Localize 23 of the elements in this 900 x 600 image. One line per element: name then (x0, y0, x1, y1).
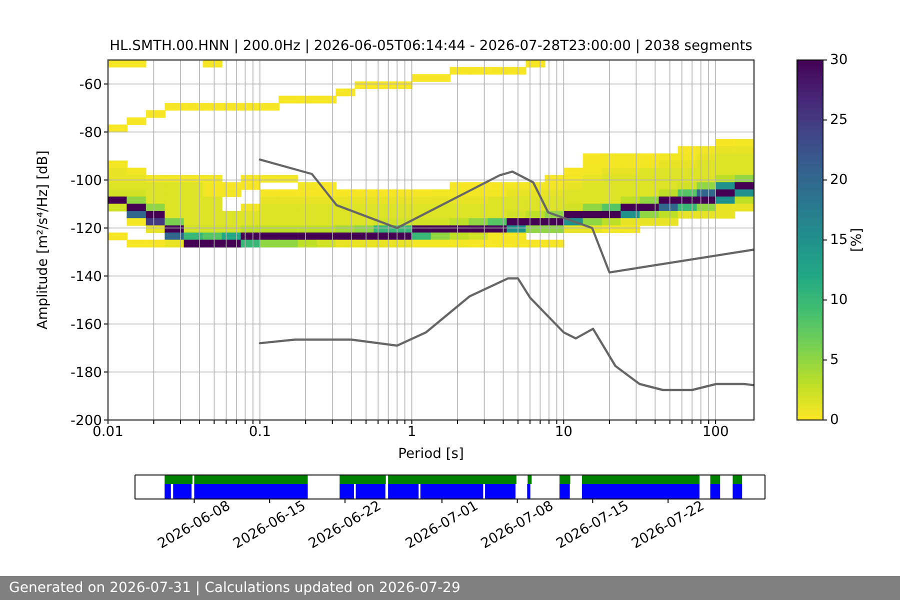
color-bar-label: 20 (830, 172, 848, 188)
y-tick-label: -120 (70, 220, 102, 237)
color-bar-label: 0 (830, 412, 839, 428)
color-bar-label: 10 (830, 292, 848, 308)
color-bar-title: [%] (849, 228, 865, 252)
x-tick-label: 1 (407, 424, 416, 440)
y-tick-label: -60 (79, 76, 102, 93)
y-tick-label: -160 (70, 316, 102, 333)
y-tick-label: -140 (70, 268, 102, 285)
color-bar-label: 15 (830, 232, 848, 248)
y-tick-label: -180 (70, 364, 102, 381)
x-tick-label: 10 (554, 424, 573, 440)
x-tick-label: 0.1 (248, 424, 271, 440)
text: Generated on 2026-07-31 | Calculations updated on 2026-07-29 (9, 579, 460, 598)
y-axis-title: Amplitude [m²/s⁴/Hz] [dB] (35, 150, 51, 330)
y-tick-label: -100 (70, 172, 102, 189)
color-bar-label: 5 (830, 352, 839, 368)
y-tick-label: -80 (79, 124, 102, 141)
chart-title: HL.SMTH.00.HNN | 200.0Hz | 2026-06-05T06:14:44 - 2026-07-28T23:00:00 | 2038 segments (108, 38, 754, 55)
color-bar-label: 25 (830, 112, 848, 128)
color-bar-label: 30 (830, 52, 848, 68)
x-axis-title: Period [s] (398, 446, 464, 462)
x-tick-label: 100 (702, 424, 729, 440)
